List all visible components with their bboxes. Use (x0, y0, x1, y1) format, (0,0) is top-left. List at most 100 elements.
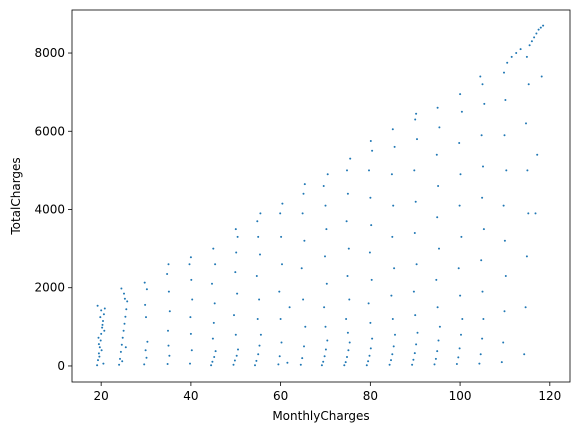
scatter-point (502, 341, 505, 344)
scatter-point (458, 142, 461, 144)
scatter-point (97, 359, 99, 362)
scatter-point (254, 364, 256, 367)
scatter-point (460, 110, 463, 113)
scatter-point (303, 183, 306, 186)
scatter-point (370, 278, 373, 281)
scatter-point (391, 353, 394, 356)
scatter-point (346, 356, 348, 358)
scatter-point (480, 259, 483, 262)
scatter-point (460, 333, 462, 336)
scatter-point (279, 212, 282, 215)
scatter-point (435, 153, 438, 156)
scatter-point (322, 185, 325, 187)
scatter-point (145, 356, 148, 359)
y-tick-label: 0 (57, 359, 65, 373)
scatter-point (461, 318, 464, 320)
scatter-point (324, 255, 326, 258)
scatter-point (345, 318, 348, 320)
scatter-point (534, 212, 537, 215)
scatter-point (256, 220, 259, 223)
scatter-point (281, 263, 283, 266)
scatter-point (143, 363, 146, 366)
scatter-point (259, 253, 261, 256)
scatter-point (457, 267, 460, 270)
scatter-point (280, 235, 283, 238)
scatter-point (125, 308, 128, 311)
scatter-point (368, 169, 370, 172)
scatter-point (323, 355, 326, 358)
scatter-point (190, 349, 193, 352)
scatter-point (235, 251, 238, 254)
scatter-point (368, 354, 371, 357)
scatter-point (96, 304, 99, 307)
scatter-point (527, 212, 530, 215)
scatter-point (415, 112, 418, 115)
scatter-point (458, 347, 461, 350)
scatter-point (189, 316, 192, 319)
y-tick-label: 4000 (34, 202, 65, 216)
scatter-point (325, 282, 328, 285)
scatter-point (326, 173, 329, 176)
scatter-point (123, 292, 125, 295)
scatter-point (234, 228, 237, 231)
scatter-point (438, 247, 440, 250)
scatter-point (535, 32, 538, 35)
scatter-point (392, 345, 395, 348)
scatter-point (394, 333, 396, 336)
x-axis-label: MonthlyCharges (272, 409, 369, 423)
scatter-point (280, 341, 283, 344)
scatter-point (304, 325, 307, 328)
scatter-point (98, 355, 101, 358)
scatter-point (481, 83, 484, 86)
scatter-point (233, 359, 236, 362)
scatter-point (414, 314, 417, 317)
scatter-point (344, 361, 347, 364)
scatter-point (168, 354, 171, 357)
scatter-point (189, 362, 191, 365)
scatter-point (325, 228, 328, 231)
scatter-point (189, 256, 192, 259)
scatter-point (369, 347, 372, 350)
scatter-point (213, 302, 216, 305)
scatter-point (388, 363, 391, 366)
scatter-point (539, 26, 542, 29)
plot-frame (71, 9, 571, 383)
scatter-point (437, 185, 440, 187)
scatter-point (191, 298, 194, 301)
scatter-point (348, 298, 351, 301)
scatter-point (393, 267, 396, 270)
scatter-point (391, 128, 394, 131)
scatter-point (415, 263, 418, 266)
x-tick-label: 40 (183, 389, 198, 403)
scatter-point (349, 157, 352, 160)
scatter-point (120, 343, 123, 346)
scatter-point (437, 339, 440, 342)
scatter-point (510, 55, 513, 58)
scatter-point (371, 149, 374, 152)
scatter-point (536, 153, 539, 156)
scatter-point (302, 192, 305, 195)
scatter-point (459, 294, 462, 297)
scatter-point (211, 282, 213, 285)
scatter-point (324, 325, 327, 328)
scatter-point (537, 28, 540, 31)
scatter-point (102, 313, 105, 316)
scatter-point (258, 298, 261, 301)
scatter-point (277, 363, 280, 366)
scatter-point (119, 350, 122, 353)
scatter-point (483, 102, 486, 105)
scatter-point (167, 344, 170, 347)
y-axis-ticks: 0 2000 4000 6000 8000 (34, 46, 72, 373)
x-axis-ticks: 20 40 60 80 100 120 (94, 382, 561, 403)
scatter-point (236, 292, 239, 295)
scatter-point (503, 134, 506, 137)
y-axis-label: TotalCharges (9, 157, 23, 235)
scatter-point (458, 204, 461, 207)
scatter-point (413, 169, 416, 172)
scatter-point (279, 318, 282, 320)
x-tick-label: 100 (449, 389, 472, 403)
scatter-point (167, 263, 170, 266)
scatter-point (506, 61, 509, 64)
